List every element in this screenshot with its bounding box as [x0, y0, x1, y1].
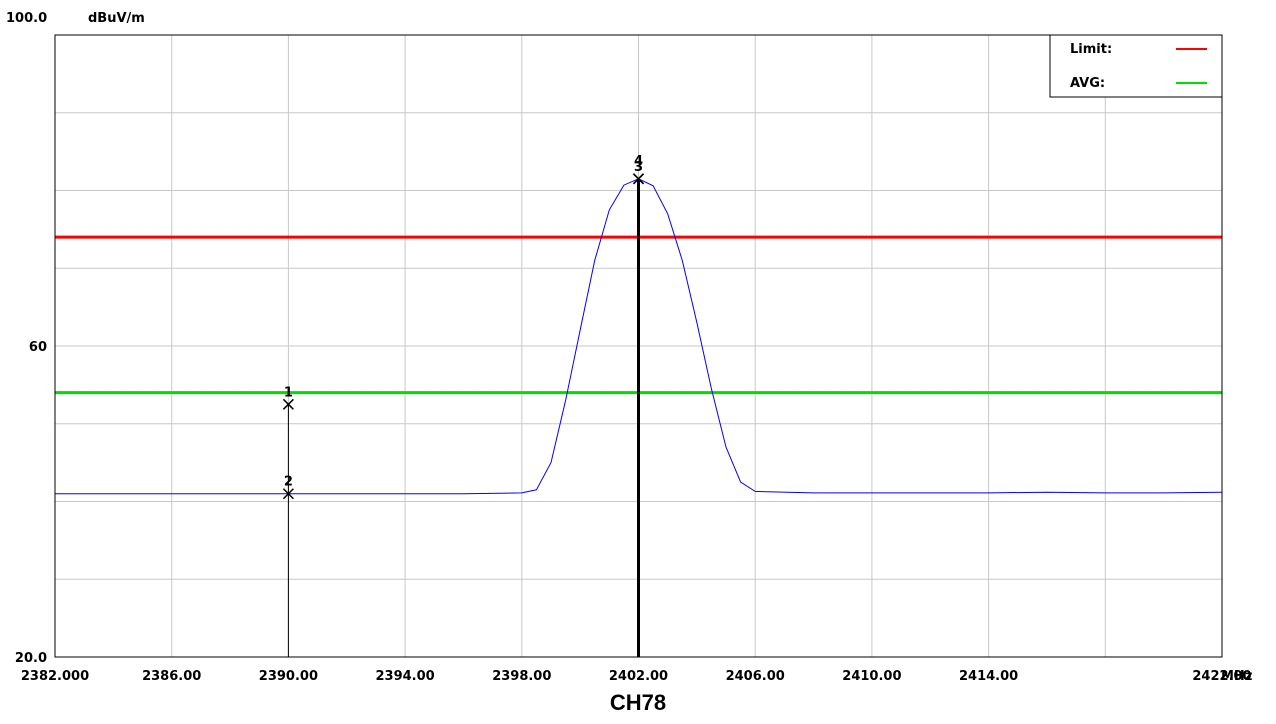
x-tick-label: 2394.00 [375, 669, 434, 684]
x-unit-label: MHz [1221, 669, 1252, 684]
marker-x [282, 488, 294, 500]
x-tick-label: 2398.00 [492, 669, 551, 684]
x-tick-label: 2386.00 [142, 669, 201, 684]
x-tick-label: 2382.000 [21, 669, 89, 684]
marker-label: 4 [634, 154, 643, 169]
y-tick-label: 60 [29, 340, 47, 355]
y-tick-labels: 100.0 60 20.0 [6, 11, 47, 666]
x-tick-labels: 2382.000 2386.00 2390.00 2394.00 2398.00 2402… [21, 669, 1252, 684]
x-tick-label: 2402.00 [609, 669, 668, 684]
marker-labels: 1 2 34 [282, 154, 645, 500]
y-tick-label: 20.0 [15, 651, 47, 666]
x-tick-label: 2410.00 [842, 669, 901, 684]
chart-title: CH78 [609, 690, 667, 715]
plot-frame [54, 34, 1223, 658]
marker-x [282, 398, 294, 410]
marker-label: 2 [284, 475, 293, 490]
y-tick-label: 100.0 [6, 11, 47, 26]
y-unit-label: dBuV/m [88, 11, 145, 26]
marker-x [632, 173, 645, 185]
markers [287, 178, 640, 657]
x-tick-label: 2406.00 [726, 669, 785, 684]
marker-label: 3 [634, 160, 643, 175]
legend: Limit: AVG: [1049, 34, 1223, 98]
legend-label-avg: AVG: [1070, 76, 1105, 91]
marker-label: 1 [284, 385, 293, 400]
legend-label-limit: Limit: [1070, 42, 1112, 57]
x-tick-label: 2422.00 [1192, 669, 1251, 684]
x-tick-label: 2390.00 [259, 669, 318, 684]
x-tick-label: 2414.00 [959, 669, 1018, 684]
legend-box [1049, 34, 1223, 98]
